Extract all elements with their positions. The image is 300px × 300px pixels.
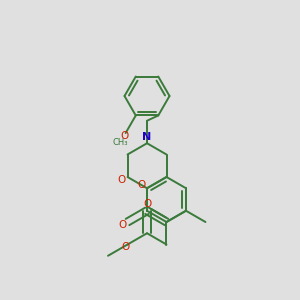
Text: O: O	[120, 130, 128, 141]
Text: O: O	[137, 180, 146, 190]
Text: O: O	[118, 175, 126, 185]
Text: O: O	[143, 199, 151, 209]
Text: CH₃: CH₃	[112, 138, 128, 147]
Text: N: N	[142, 132, 152, 142]
Text: O: O	[121, 242, 129, 252]
Text: O: O	[119, 220, 127, 230]
